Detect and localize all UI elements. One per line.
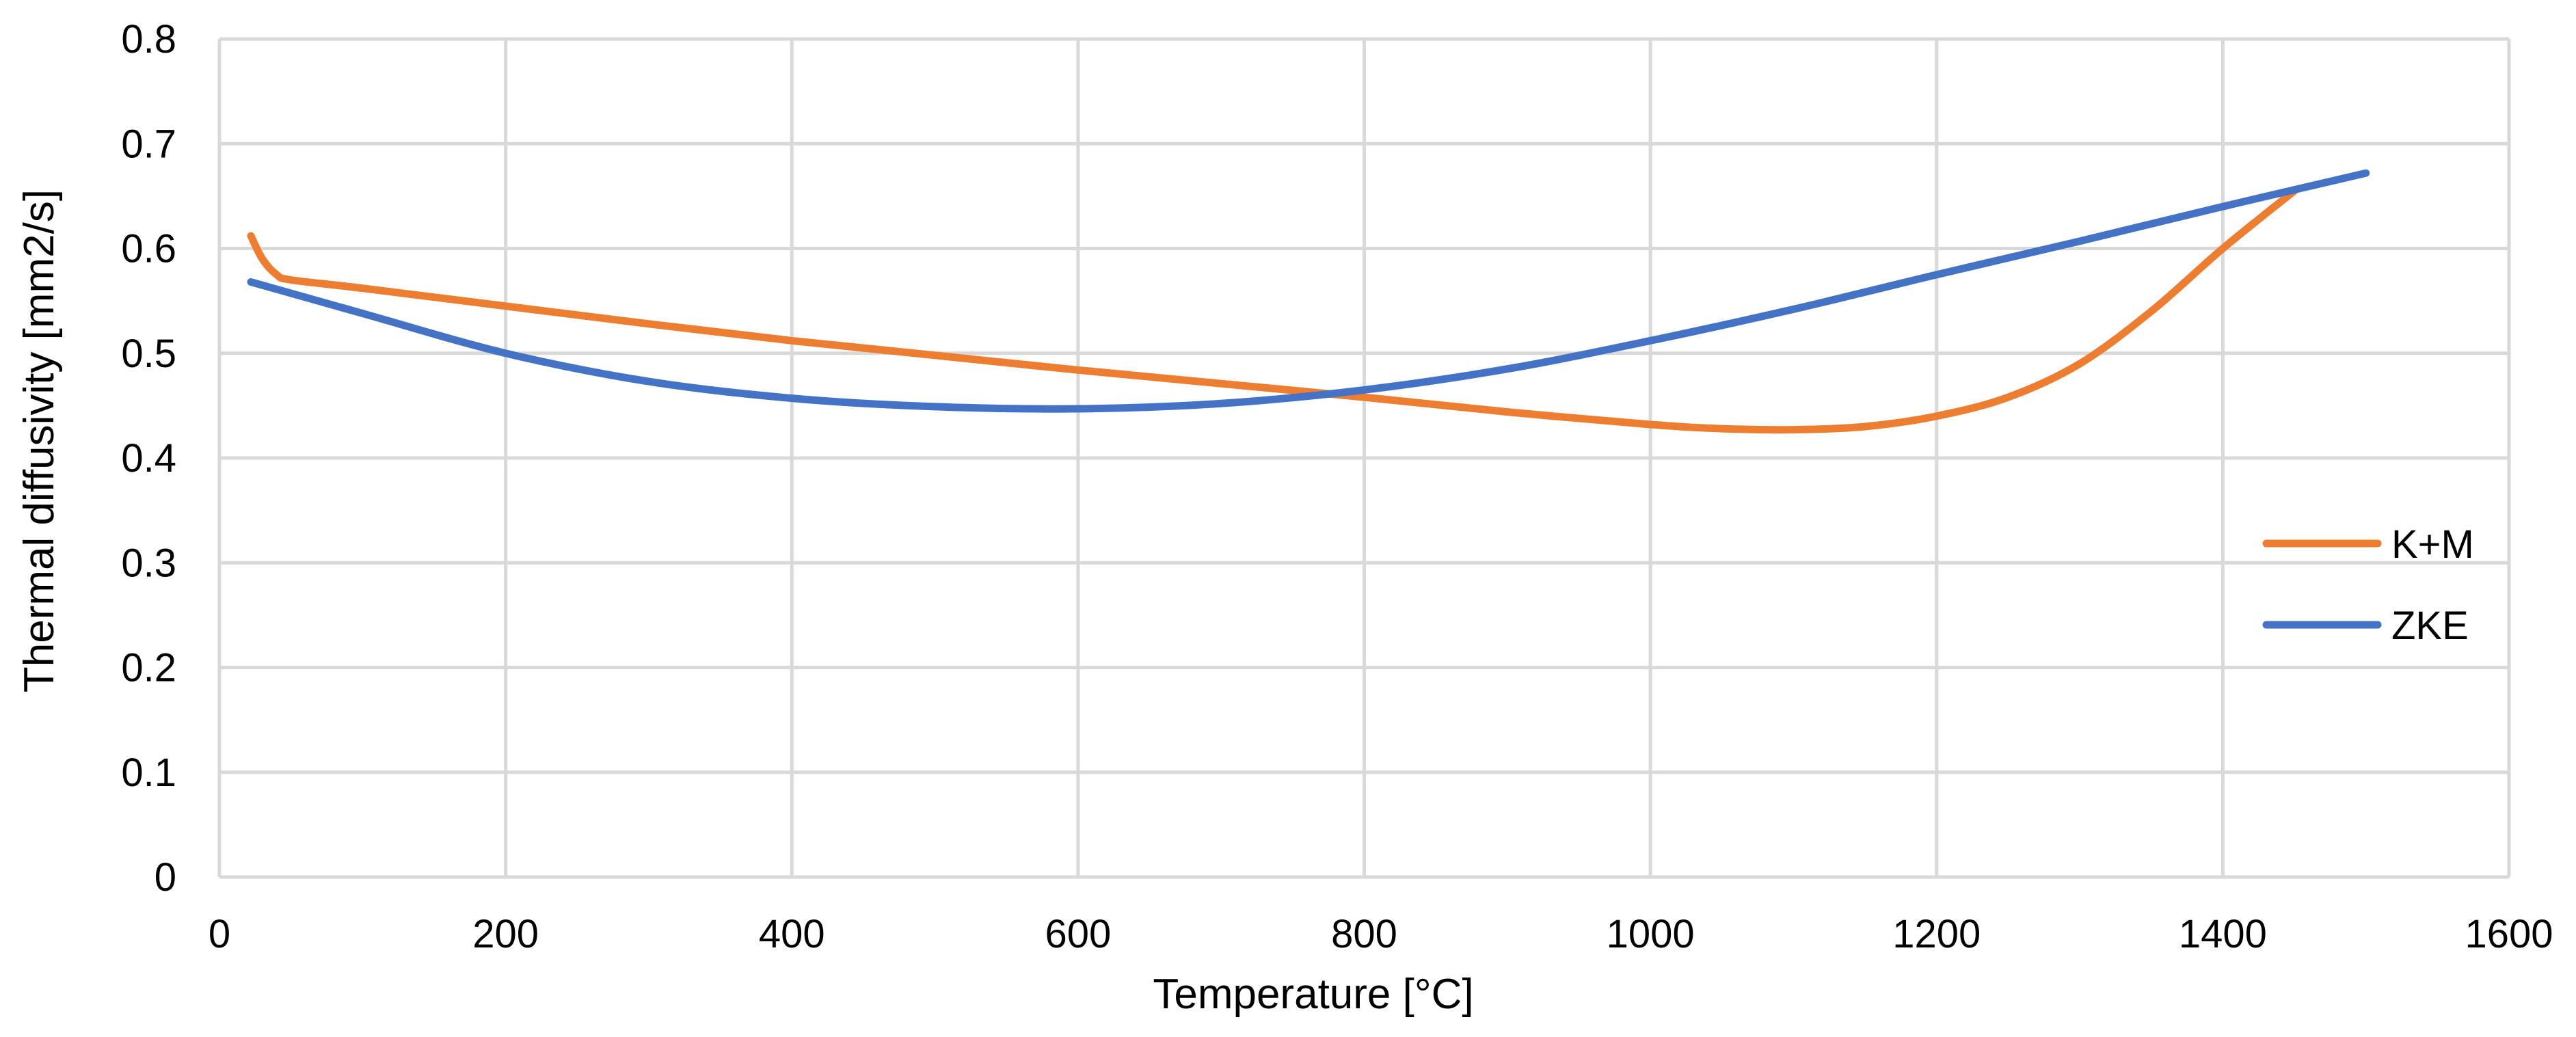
y-tick-label: 0.7: [121, 122, 176, 166]
x-tick-label: 400: [759, 912, 825, 956]
x-tick-label: 200: [472, 912, 539, 956]
y-tick-label: 0.5: [121, 332, 176, 376]
x-tick-label: 1000: [1607, 912, 1695, 956]
y-tick-label: 0: [155, 855, 176, 900]
y-tick-label: 0.4: [121, 436, 176, 481]
x-tick-label: 1600: [2465, 912, 2553, 956]
legend: K+M ZKE: [2262, 522, 2474, 648]
x-axis-title: Temperature [°C]: [1153, 971, 1473, 1018]
x-tick-label: 1200: [1892, 912, 1981, 956]
gridlines: [217, 37, 2511, 879]
x-tick-label: 1400: [2179, 912, 2267, 956]
series-line-k-m: [247, 187, 2298, 434]
x-tick-label: 800: [1331, 912, 1397, 956]
legend-label: K+M: [2391, 522, 2474, 567]
legend-label: ZKE: [2391, 604, 2469, 648]
y-tick-label: 0.3: [121, 541, 176, 585]
y-tick-label: 0.8: [121, 17, 176, 62]
y-axis-tick-labels: 0 0.1 0.2 0.3 0.4 0.5 0.6 0.7 0.8: [121, 17, 176, 900]
x-tick-label: 0: [209, 912, 230, 956]
y-axis-title: Thermal diffusivity [mm2/s]: [16, 189, 63, 692]
y-tick-label: 0.2: [121, 646, 176, 690]
y-tick-label: 0.6: [121, 227, 176, 271]
series-lines: [247, 169, 2370, 434]
x-tick-label: 600: [1045, 912, 1111, 956]
y-tick-label: 0.1: [121, 751, 176, 795]
x-axis-tick-labels: 0 200 400 600 800 1000 1200 1400 1600: [209, 912, 2553, 956]
series-line-zke: [247, 169, 2370, 413]
